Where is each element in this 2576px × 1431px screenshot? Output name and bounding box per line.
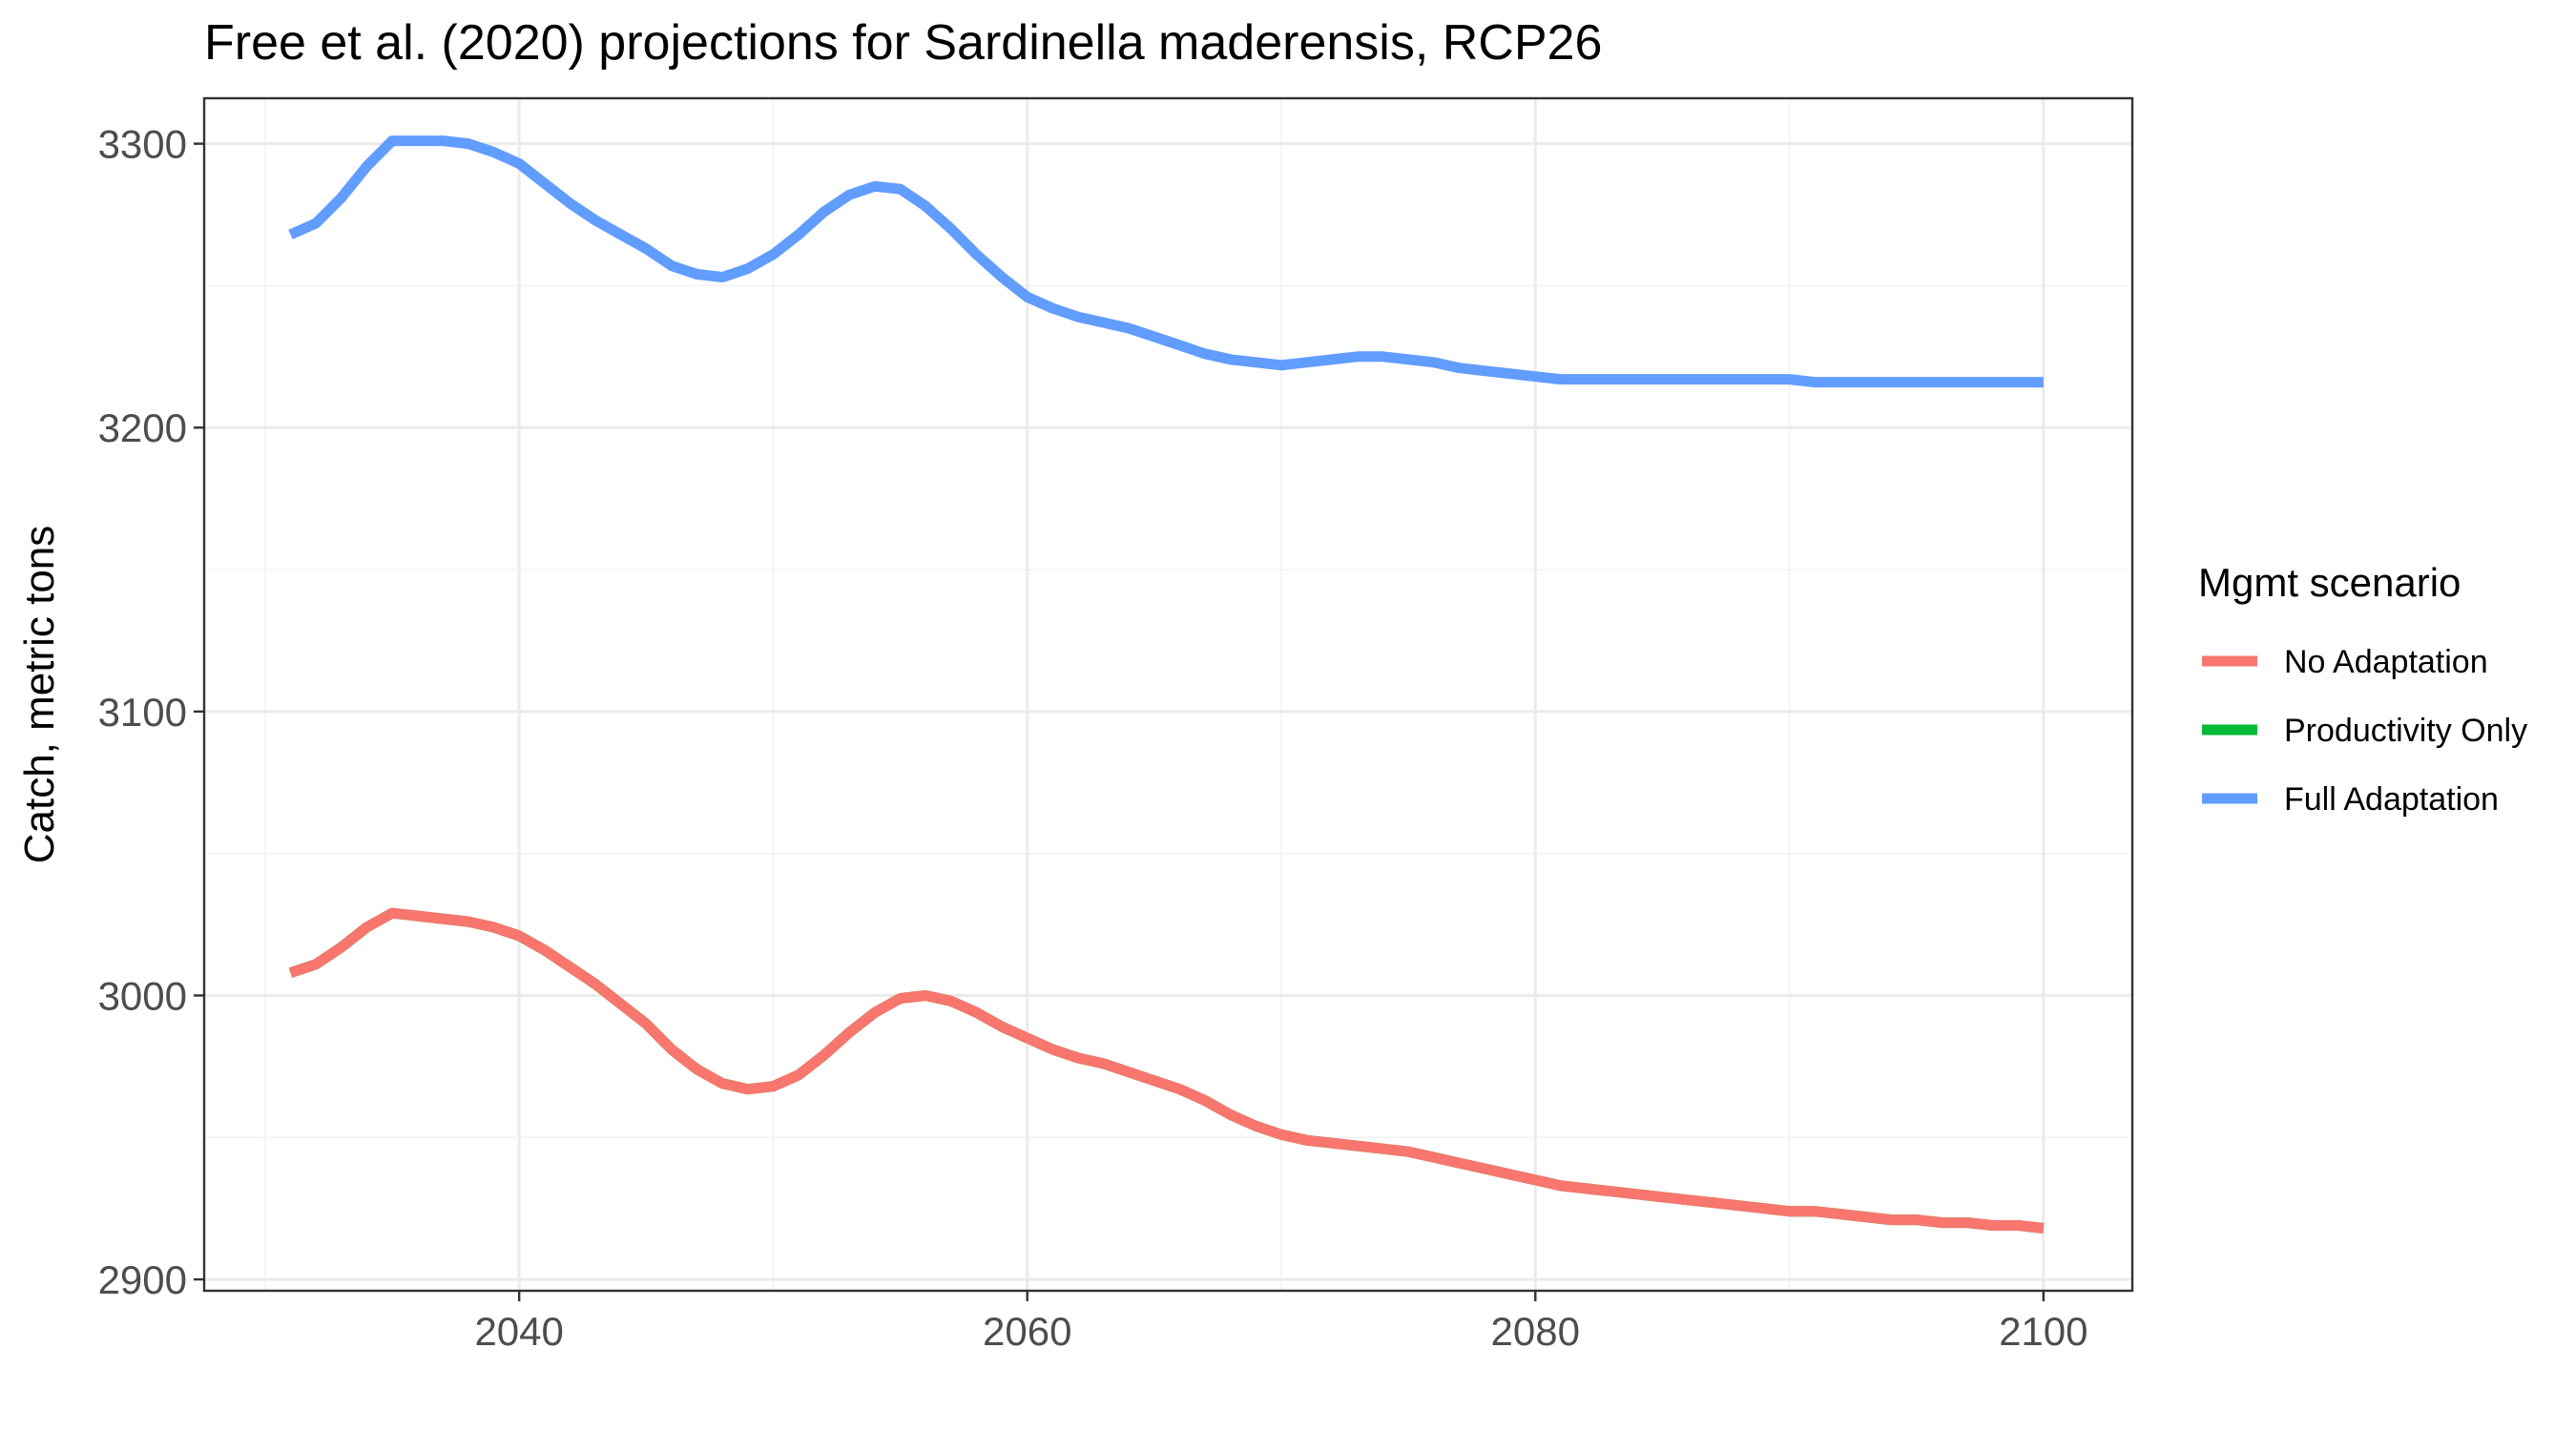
y-tick-label: 3200 [98, 405, 187, 450]
y-tick-label: 3000 [98, 973, 187, 1018]
plot-panel-border [202, 96, 2134, 1293]
x-tick-label: 2060 [983, 1309, 1071, 1354]
legend-title: Mgmt scenario [2198, 560, 2461, 605]
y-tick-label: 2900 [98, 1257, 187, 1302]
x-tick-label: 2040 [474, 1309, 563, 1354]
y-tick-label: 3100 [98, 690, 187, 735]
chart-title: Free et al. (2020) projections for Sardi… [204, 15, 1602, 71]
plot-panel-background [204, 98, 2132, 1291]
legend-entries: No Adaptation Productivity Only Full Adapt… [2202, 644, 2527, 818]
series-lines [288, 135, 2045, 1234]
y-tick-label: 3300 [98, 122, 187, 167]
series-line-full-adaptation [288, 135, 2044, 388]
legend: Mgmt scenario No Adaptation Productivity … [2198, 560, 2527, 818]
y-axis-title: Catch, metric tons [16, 526, 63, 864]
legend-label-no-adaptation: No Adaptation [2284, 644, 2488, 680]
legend-label-full-adaptation: Full Adaptation [2284, 781, 2499, 818]
grid [204, 98, 2132, 1291]
axes: 2900 3000 3100 3200 3300 2040 2060 2080 2100 [98, 122, 2088, 1354]
legend-label-productivity-only: Productivity Only [2284, 713, 2527, 749]
series-line-no-adaptation-overlay [288, 907, 2045, 1234]
x-tick-label: 2100 [1999, 1309, 2088, 1354]
x-tick-label: 2080 [1491, 1309, 1580, 1354]
